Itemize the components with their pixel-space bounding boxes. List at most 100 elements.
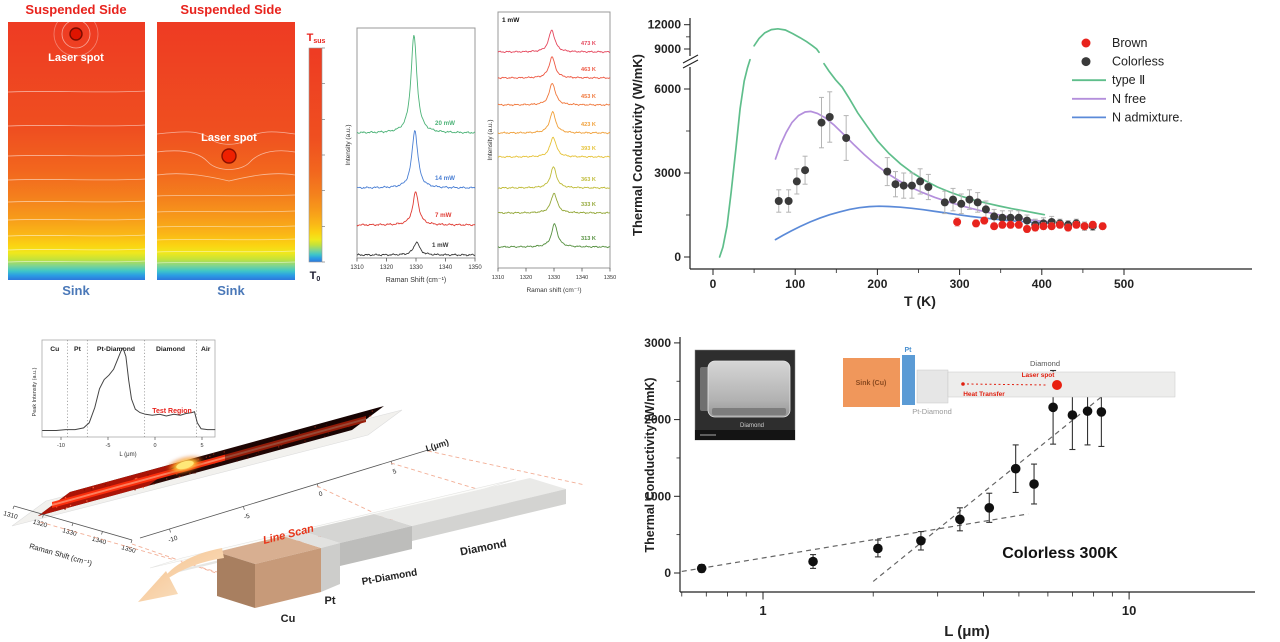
block-cu-top [217,536,321,564]
data-point [1067,410,1078,420]
region-label: Pt [74,346,82,353]
laser-spot-marker-left [69,27,83,41]
sem-inset: Diamond [694,349,796,441]
raman-tick-label: 1320 [32,519,48,530]
l-tick-label: -10 [168,535,179,545]
series-label: 1 mW [432,242,449,249]
surface-speckle [178,476,180,478]
y-tick-label: 0 [664,566,671,580]
y-tick-label: 2000 [644,413,671,427]
surface-speckle [136,477,138,480]
block-cu-side [217,552,255,608]
raman-curve [497,166,611,190]
series-label: 453 K [581,94,596,100]
temperature-colorbar [308,47,323,263]
data-point-colorless [801,166,810,175]
laser-spot-marker-right [221,148,237,164]
block-label-diamond: Diamond [459,538,507,559]
contour-ring [61,22,91,49]
series-label: 14 mW [435,175,455,182]
x-axis-label: Raman Shift (cm⁻¹) [386,277,446,284]
data-point-colorless [899,181,908,190]
data-point [955,514,965,525]
sem-beam-edge [712,408,786,415]
data-point-colorless [965,195,974,204]
surface-speckle [223,451,225,453]
laser-spot-label-right: Laser spot [201,132,257,144]
data-point-brown [1006,220,1015,229]
data-point-colorless [817,118,826,127]
surface-speckle [142,486,144,489]
raman-shift-axis-label: Raman Shift (cm⁻¹) [28,541,93,568]
region-label: Air [201,346,211,353]
contour-line [157,250,295,253]
contour-line [157,210,295,213]
data-point-colorless [990,212,999,221]
x-tick-label: 1340 [439,265,453,271]
surface-speckle [153,483,155,485]
block-diamond-front [412,489,566,541]
block-ptdiamond-top [302,514,412,543]
x-axis-label: L (μm) [944,623,990,640]
surface-speckle [134,489,136,491]
l-axis [139,449,429,539]
raman-tick-label: 1350 [120,544,136,555]
contour-line [157,150,295,170]
surface-speckle [370,415,372,417]
surface-speckle [66,507,68,509]
l-axis-label: L(μm) [424,437,450,454]
unfold-arrow-head [138,571,178,602]
raman-temperature-plot: 1310 1320 1330 1340 1350 473 K 463 K 453 K 423 K… [492,29,616,281]
block-cu-front [255,548,321,608]
heat-transfer-line [966,383,1049,386]
line-scan-3d-graphics: 1310 1320 1330 1340 1350 -10 -5 0 5 [2,406,586,608]
surface-speckle [182,475,184,477]
legend-marker-dot [1081,57,1091,67]
raman-curve [497,110,611,135]
region-label: Cu [50,346,59,353]
contour-line [157,194,295,197]
x-tick-label: 1350 [468,265,482,271]
model-curve [753,27,820,54]
data-point-colorless [774,197,783,205]
y-tick-label: 0 [674,250,681,264]
diamond-label: Diamond [1030,359,1060,368]
x-tick-label: 1310 [492,275,504,281]
series-label: 423 K [581,122,596,128]
raman-tick [12,505,15,510]
x-tick-label: 500 [1114,277,1134,291]
x-tick-label: 0 [153,443,156,449]
data-point-colorless [998,213,1007,222]
colorless-300k-annotation: Colorless 300K [1002,545,1118,562]
data-point-colorless [973,198,982,207]
measurement-schematic-inset: Sink (Cu) Pt Pt-Diamond Diamond Laser sp… [843,347,1176,416]
panel-heat-simulation: Suspended Side Suspended Side Laser spot… [8,2,326,298]
axis-break-slash [682,59,699,69]
contours-right [157,131,295,264]
data-point [916,535,926,546]
contour-ring [53,22,99,57]
series-label: 333 K [581,202,596,208]
y-tick-label: 3000 [644,336,671,350]
data-point-brown [953,218,962,226]
y-axis-label: Intensity (a.u.) [345,124,352,165]
data-point-colorless [883,167,892,176]
surface-speckle [55,506,58,508]
surface-speckle [189,472,191,474]
legend-label: N free [1112,92,1146,106]
data-point-brown [1098,222,1107,231]
surface-speckle [64,508,66,510]
ridge-dim-overlay [225,414,366,461]
data-point-colorless [784,197,793,205]
data-point-colorless [981,205,990,214]
surface-speckle [255,453,258,455]
raman-tick-label: 1330 [61,527,77,538]
trend-line [681,513,1029,573]
surface-speckle [213,463,216,465]
raman-power-plot: 1310 1320 1330 1340 1350 20 mW 14 mW 7 mW 1 mW [350,35,482,271]
data-point-brown [1031,223,1040,232]
series-label: 7 mW [435,212,452,219]
raman-curve [497,83,611,107]
projection-line [316,485,409,530]
surface-speckle [104,484,106,486]
